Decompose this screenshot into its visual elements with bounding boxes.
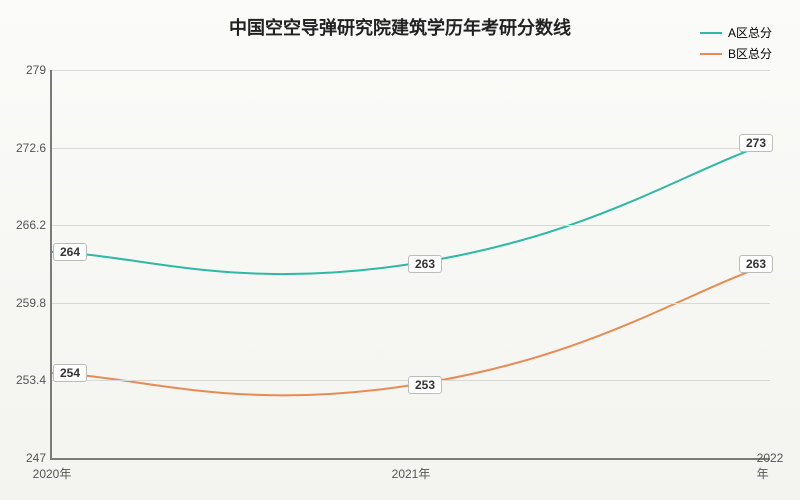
legend-swatch-a [700,32,722,34]
y-tick-label: 279 [8,63,46,77]
data-label: 253 [408,376,442,394]
y-tick-label: 253.4 [8,373,46,387]
data-label: 263 [408,255,442,273]
x-tick-label: 2021年 [392,465,431,482]
data-label: 263 [739,255,773,273]
chart-container: 中国空空导弹研究院建筑学历年考研分数线 A区总分 B区总分 247253.425… [0,0,800,500]
legend-item-b: B区总分 [700,45,772,62]
x-tick-label: 2022年 [757,451,784,482]
legend-label-a: A区总分 [728,24,772,41]
gridline [52,70,770,71]
data-label: 264 [53,243,87,261]
y-tick-label: 272.6 [8,141,46,155]
legend: A区总分 B区总分 [700,24,772,66]
y-tick-label: 259.8 [8,296,46,310]
gridline [52,303,770,304]
gridline [52,225,770,226]
x-tick-label: 2020年 [33,465,72,482]
chart-title: 中国空空导弹研究院建筑学历年考研分数线 [0,14,800,40]
plot-area: 247253.4259.8266.2272.62792020年2021年2022… [50,70,770,460]
legend-swatch-b [700,53,722,55]
y-tick-label: 266.2 [8,218,46,232]
gridline [52,148,770,149]
y-tick-label: 247 [8,451,46,465]
legend-item-a: A区总分 [700,24,772,41]
data-label: 273 [739,134,773,152]
data-label: 254 [53,364,87,382]
legend-label-b: B区总分 [728,45,772,62]
